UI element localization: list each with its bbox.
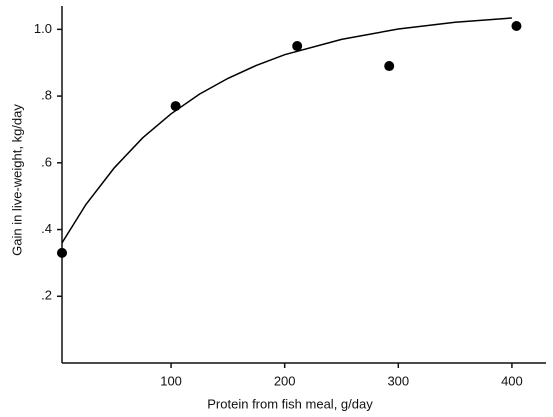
y-tick-label: .2 [41, 288, 52, 303]
y-tick-label: .4 [41, 221, 52, 236]
y-tick-label: .8 [41, 88, 52, 103]
data-point [384, 61, 395, 72]
y-tick-label: .6 [41, 154, 52, 169]
data-point [170, 101, 181, 112]
x-tick-label: 400 [501, 373, 523, 388]
y-axis-label: Gain in live-weight, kg/day [9, 104, 24, 256]
x-tick-label: 100 [160, 373, 182, 388]
data-point [57, 247, 67, 258]
x-tick-label: 200 [274, 373, 296, 388]
data-point [292, 41, 303, 52]
x-axis-label: Protein from fish meal, g/day [207, 396, 373, 411]
y-tick-label: 1.0 [34, 21, 52, 36]
data-point [511, 21, 522, 32]
x-tick-label: 300 [387, 373, 409, 388]
fitted-curve [61, 17, 512, 244]
